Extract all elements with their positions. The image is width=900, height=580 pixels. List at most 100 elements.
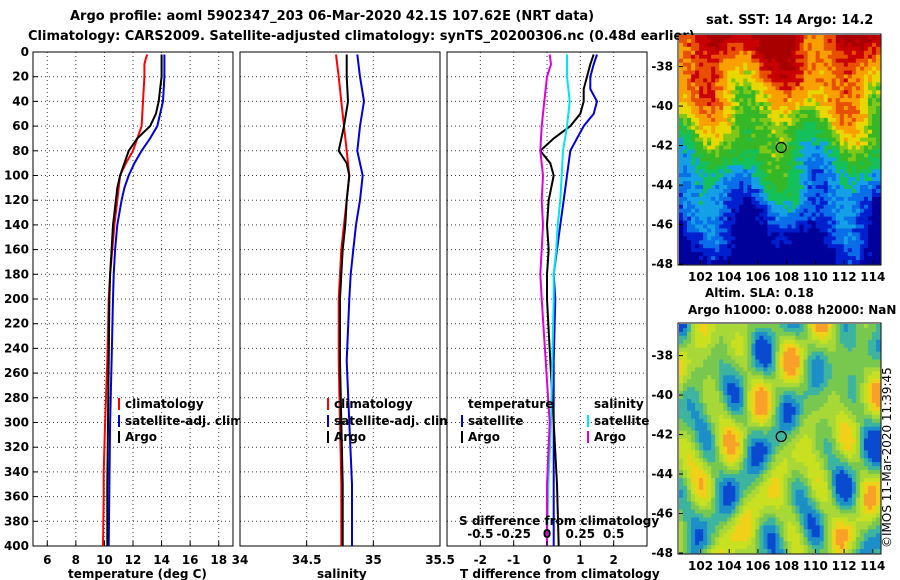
- map-cell: [855, 347, 861, 353]
- map-cell: [819, 371, 825, 376]
- map-cell: [723, 165, 728, 170]
- map-cell: [751, 379, 756, 384]
- map-cell: [859, 165, 865, 170]
- map-cell: [827, 141, 833, 146]
- map-cell: [743, 363, 748, 368]
- map-cell: [787, 252, 792, 257]
- map-cell: [779, 410, 784, 416]
- map-cell: [735, 252, 740, 257]
- map-cell: [747, 351, 752, 356]
- map-cell: [827, 216, 833, 221]
- map-cell: [779, 462, 784, 467]
- map-cell: [799, 86, 805, 91]
- map-cell: [851, 422, 857, 428]
- map-cell: [691, 204, 696, 210]
- map-cell: [803, 399, 809, 404]
- map-cell: [767, 331, 772, 337]
- map-cell: [811, 216, 817, 221]
- map-cell: [747, 70, 752, 75]
- map-cell: [867, 212, 873, 218]
- map-cell: [707, 438, 712, 443]
- map-cell: [799, 355, 805, 360]
- map-cell: [827, 177, 833, 182]
- map-cell: [743, 351, 748, 356]
- map-cell: [875, 224, 881, 229]
- map-cell: [715, 110, 720, 115]
- map-cell: [755, 177, 760, 182]
- map-cell: [831, 204, 837, 210]
- map-cell: [723, 418, 728, 424]
- map-cell: [791, 220, 796, 225]
- map-cell: [863, 379, 869, 384]
- map-cell: [719, 113, 724, 119]
- map-cell: [723, 102, 728, 107]
- map-cell: [791, 426, 796, 432]
- map-cell: [779, 359, 784, 364]
- map-cell: [731, 54, 736, 60]
- map-cell: [847, 117, 853, 123]
- map-cell: [695, 169, 700, 174]
- map-cell: [835, 426, 841, 432]
- map-cell: [807, 94, 813, 99]
- map-cell: [723, 153, 728, 158]
- map-cell: [787, 110, 792, 115]
- map-cell: [747, 383, 752, 388]
- map-cell: [827, 204, 833, 210]
- map-cell: [839, 161, 845, 166]
- map-cell: [863, 169, 869, 174]
- map-cell: [851, 383, 857, 388]
- map-cell: [811, 347, 817, 353]
- map-cell: [779, 450, 784, 455]
- map-cell: [863, 430, 869, 435]
- map-cell: [791, 395, 796, 400]
- map-cell: [691, 402, 696, 408]
- map-cell: [811, 102, 817, 107]
- map-cell: [679, 46, 684, 52]
- map-cell: [839, 367, 845, 372]
- map-cell: [783, 399, 788, 404]
- map-cell: [759, 50, 764, 56]
- map-cell: [771, 137, 776, 143]
- map-cell: [687, 379, 692, 384]
- map-cell: [679, 228, 684, 233]
- map-cell: [807, 339, 813, 345]
- map-cell: [687, 446, 692, 451]
- map-cell: [783, 232, 788, 237]
- map-cell: [715, 98, 720, 103]
- map-cell: [727, 90, 732, 95]
- map-cell: [859, 181, 865, 186]
- map-cell: [827, 149, 833, 154]
- map-cell: [699, 438, 704, 443]
- map-cell: [811, 208, 817, 214]
- map-cell: [747, 244, 752, 249]
- map-cell: [699, 137, 704, 143]
- map-cell: [695, 347, 700, 353]
- map-cell: [687, 125, 692, 131]
- map-cell: [723, 422, 728, 428]
- map-cell: [763, 177, 768, 182]
- map-cell: [763, 220, 768, 225]
- map-cell: [747, 422, 752, 428]
- map-cell: [771, 232, 776, 237]
- map-cell: [743, 220, 748, 225]
- map-cell: [795, 379, 800, 384]
- x-tick-label: 10: [96, 553, 113, 567]
- map-cell: [699, 343, 704, 349]
- map-cell: [715, 248, 720, 253]
- map-cell: [751, 442, 756, 447]
- map-cell: [727, 347, 732, 353]
- map-cell: [779, 54, 784, 60]
- map-cell: [855, 363, 861, 368]
- map-cell: [779, 387, 784, 392]
- map-cell: [747, 94, 752, 99]
- map-cell: [763, 418, 768, 424]
- map-cell: [691, 86, 696, 91]
- map-cell: [791, 38, 796, 44]
- map-cell: [691, 426, 696, 432]
- map-cell: [747, 252, 752, 257]
- map-cell: [699, 94, 704, 99]
- map-cell: [743, 113, 748, 119]
- map-cell: [859, 106, 865, 111]
- map-cell: [703, 110, 708, 115]
- map-cell: [699, 244, 704, 249]
